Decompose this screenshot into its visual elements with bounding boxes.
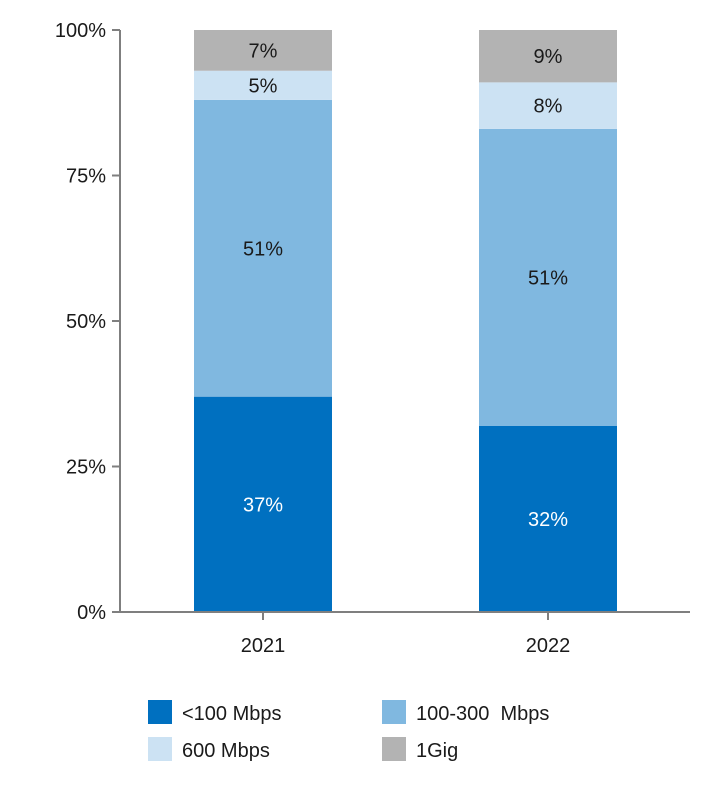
- legend-label: 600 Mbps: [182, 740, 270, 762]
- bar-segment: [479, 30, 617, 83]
- x-tick-label: 2021: [241, 635, 286, 657]
- data-label: 51%: [243, 238, 283, 260]
- legend-swatch: [148, 737, 172, 761]
- y-tick-label: 0%: [77, 602, 106, 624]
- legend-swatch: [148, 700, 172, 724]
- data-label: 37%: [243, 494, 283, 516]
- legend: <100 Mbps 100-300 Mbps 600 Mbps 1Gig: [148, 700, 549, 762]
- legend-label: 1Gig: [416, 740, 458, 762]
- bar-segment: [479, 425, 617, 612]
- data-label: 32%: [528, 509, 568, 531]
- y-axis-ticks: 0% 25% 50% 75% 100%: [55, 20, 120, 624]
- bar-segment: [194, 70, 332, 100]
- bar-segment: [479, 128, 617, 426]
- bar-segment: [194, 30, 332, 71]
- legend-swatch: [382, 700, 406, 724]
- legend-label: 100-300 Mbps: [416, 703, 549, 725]
- legend-swatch: [382, 737, 406, 761]
- x-axis-ticks: 2021 2022: [241, 612, 571, 657]
- y-tick-label: 100%: [55, 20, 106, 42]
- data-label: 5%: [249, 75, 278, 97]
- data-label: 8%: [534, 96, 563, 118]
- bar-segment: [194, 99, 332, 397]
- bars: 37% 51% 5% 7% 32% 51% 8% 9%: [194, 30, 617, 612]
- data-label: 9%: [534, 46, 563, 68]
- y-tick-label: 75%: [66, 166, 106, 188]
- legend-label: <100 Mbps: [182, 703, 282, 725]
- data-label: 51%: [528, 267, 568, 289]
- bar-segment: [479, 82, 617, 129]
- data-label: 7%: [249, 40, 278, 62]
- x-tick-label: 2022: [526, 635, 571, 657]
- bar-segment: [194, 396, 332, 612]
- axes: [119, 30, 690, 613]
- y-tick-label: 25%: [66, 457, 106, 479]
- y-tick-label: 50%: [66, 311, 106, 333]
